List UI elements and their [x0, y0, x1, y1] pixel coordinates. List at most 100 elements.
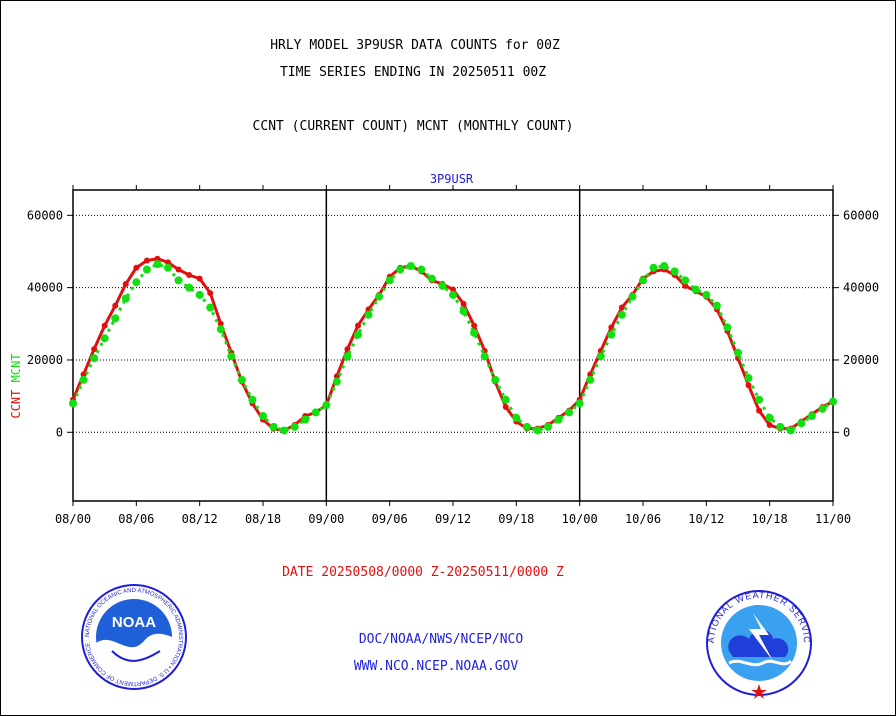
point-mcnt	[596, 352, 605, 361]
point-mcnt	[90, 354, 99, 363]
point-mcnt	[385, 276, 394, 285]
point-mcnt	[829, 397, 837, 406]
point-mcnt	[396, 265, 405, 274]
point-mcnt	[79, 375, 88, 384]
point-mcnt	[533, 426, 542, 435]
point-mcnt	[586, 375, 595, 384]
point-ccnt	[207, 290, 214, 297]
xtick-label: 10/18	[752, 512, 788, 526]
point-mcnt	[121, 294, 130, 303]
point-mcnt	[100, 334, 109, 343]
point-mcnt	[660, 261, 669, 270]
xtick-label: 09/06	[372, 512, 408, 526]
point-mcnt	[354, 330, 362, 339]
point-ccnt	[196, 275, 203, 282]
point-mcnt	[237, 375, 246, 384]
xtick-label: 10/12	[688, 512, 724, 526]
series-mcnt	[69, 260, 837, 435]
point-ccnt	[745, 382, 752, 389]
series-label: 3P9USR	[429, 172, 474, 186]
point-mcnt	[649, 263, 658, 272]
point-mcnt	[818, 404, 827, 413]
point-mcnt	[776, 422, 785, 431]
ytick-label-left: 60000	[27, 208, 63, 222]
point-ccnt	[460, 300, 467, 307]
ytick-label-right: 40000	[843, 281, 879, 295]
point-mcnt	[269, 422, 278, 431]
xtick-label: 10/00	[562, 512, 598, 526]
point-mcnt	[132, 278, 141, 287]
credit-org: DOC/NOAA/NWS/NCEP/NCO	[358, 632, 524, 647]
noaa-logo-text: NOAA	[112, 614, 156, 631]
point-mcnt	[449, 290, 457, 299]
point-ccnt	[91, 346, 98, 353]
point-ccnt	[217, 320, 224, 327]
point-mcnt	[406, 261, 415, 270]
point-mcnt	[670, 267, 679, 276]
xtick-label: 08/06	[118, 512, 154, 526]
point-ccnt	[756, 407, 763, 414]
point-ccnt	[682, 282, 689, 289]
point-ccnt	[165, 259, 171, 266]
point-mcnt	[786, 426, 795, 435]
credit-url: WWW.NCO.NCEP.NOAA.GOV	[353, 659, 519, 674]
point-mcnt	[712, 301, 721, 310]
xtick-label: 08/00	[55, 512, 91, 526]
gridlines	[73, 214, 833, 433]
point-mcnt	[480, 352, 489, 361]
point-mcnt	[375, 292, 384, 301]
point-mcnt	[216, 325, 225, 334]
point-mcnt	[755, 395, 764, 404]
ytick-label-right: 20000	[843, 353, 879, 367]
point-mcnt	[248, 395, 257, 404]
point-mcnt	[734, 348, 742, 357]
xtick-label: 08/18	[245, 512, 281, 526]
chart-title-line1: HRLY MODEL 3P9USR DATA COUNTS for 00Z	[270, 38, 560, 53]
point-mcnt	[639, 276, 647, 285]
chart-title-line2: TIME SERIES ENDING IN 20250511 00Z	[279, 65, 547, 80]
point-mcnt	[417, 265, 426, 274]
point-mcnt	[723, 323, 732, 332]
point-mcnt	[290, 422, 299, 431]
point-ccnt	[502, 403, 509, 410]
chart-title-line3: CCNT (CURRENT COUNT) MCNT (MONTHLY COUNT…	[252, 119, 574, 134]
x-ticks: 08/00 08/06 08/12 08/18 09/00 09/06 09/12 09/18…	[55, 185, 851, 526]
y-axis-label: CCNT MCNT	[9, 353, 23, 418]
point-mcnt	[459, 307, 468, 316]
point-ccnt	[154, 255, 161, 262]
point-mcnt	[544, 422, 552, 431]
point-mcnt	[607, 330, 616, 339]
point-mcnt	[111, 314, 120, 323]
y-axis-label-ccnt: CCNT	[9, 390, 23, 419]
point-ccnt	[355, 322, 361, 329]
point-mcnt	[691, 285, 700, 294]
noaa-logo: NOAA NATIONAL OCEANIC AND ATMOSPHERIC AD…	[81, 584, 187, 690]
point-mcnt	[628, 292, 637, 301]
date-range: DATE 20250508/0000 Z-20250511/0000 Z	[282, 565, 564, 580]
point-mcnt	[554, 415, 563, 424]
point-mcnt	[364, 310, 373, 319]
y-axis-label-mcnt: MCNT	[9, 353, 23, 389]
point-ccnt	[597, 347, 604, 354]
point-ccnt	[186, 271, 193, 278]
point-ccnt	[80, 371, 87, 378]
point-mcnt	[807, 412, 816, 421]
point-mcnt	[301, 415, 310, 424]
point-mcnt	[332, 377, 341, 386]
point-mcnt	[438, 281, 447, 290]
point-mcnt	[174, 276, 183, 285]
xtick-label: 10/06	[625, 512, 661, 526]
point-mcnt	[512, 413, 521, 422]
axes-border	[72, 189, 834, 502]
series-ccnt	[70, 255, 836, 434]
point-mcnt	[470, 328, 479, 337]
point-mcnt	[797, 419, 806, 428]
ytick-label-left: 0	[56, 425, 63, 439]
point-mcnt	[227, 352, 236, 361]
point-mcnt	[744, 374, 753, 383]
xtick-label: 09/18	[498, 512, 534, 526]
point-ccnt	[450, 286, 456, 293]
point-ccnt	[122, 281, 129, 288]
point-ccnt	[143, 257, 150, 264]
